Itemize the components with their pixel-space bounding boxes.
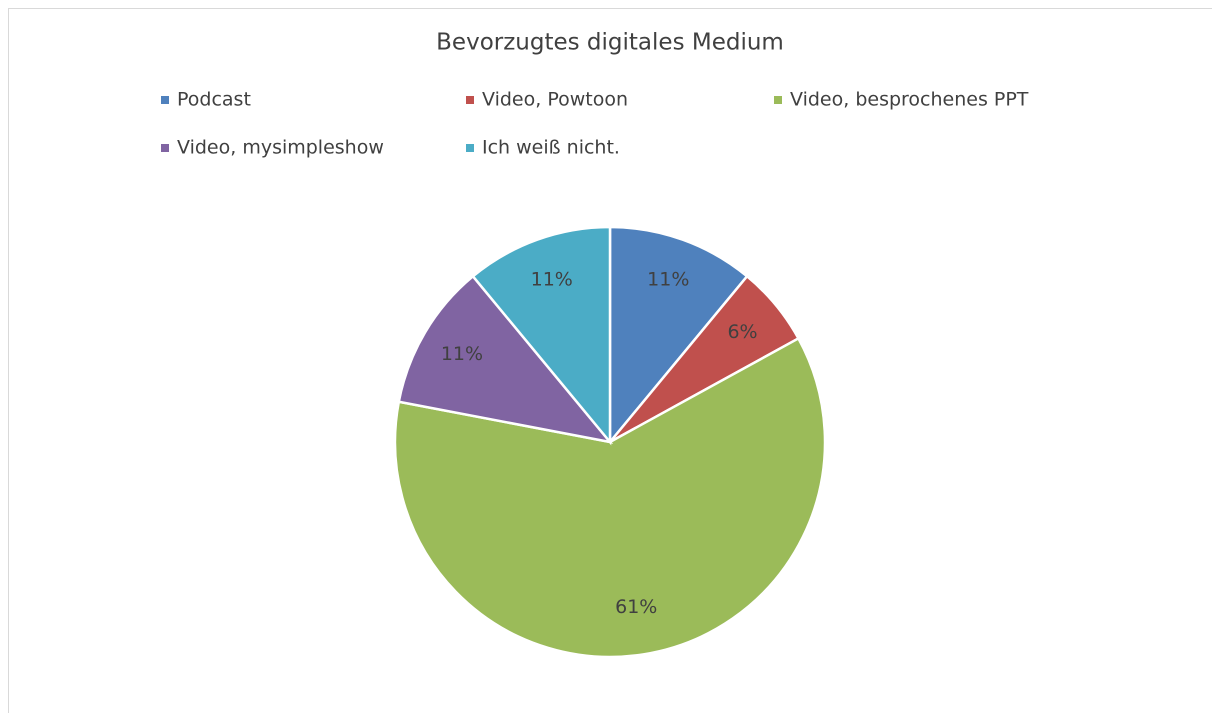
- legend-swatch: [774, 96, 782, 104]
- pie-slice: [608, 225, 749, 446]
- legend-swatch: [466, 144, 474, 152]
- legend-label: Video, Powtoon: [482, 89, 628, 111]
- pie-slice: [397, 274, 614, 444]
- legend-swatch: [161, 96, 169, 104]
- data-label: 61%: [615, 596, 657, 618]
- legend-label: Podcast: [177, 89, 251, 111]
- legend-swatch: [161, 144, 169, 152]
- chart-title: Bevorzugtes digitales Medium: [436, 30, 784, 56]
- legend-label: Ich weiß nicht.: [482, 137, 620, 159]
- data-label: 11%: [647, 269, 689, 291]
- legend-label: Video, besprochenes PPT: [790, 89, 1029, 111]
- data-label: 11%: [441, 343, 483, 365]
- pie-slice: [393, 336, 827, 659]
- legend-swatch: [466, 96, 474, 104]
- data-label: 11%: [531, 269, 573, 291]
- data-label: 6%: [727, 321, 757, 343]
- pie-slice: [471, 225, 612, 446]
- legend-label: Video, mysimpleshow: [177, 137, 384, 159]
